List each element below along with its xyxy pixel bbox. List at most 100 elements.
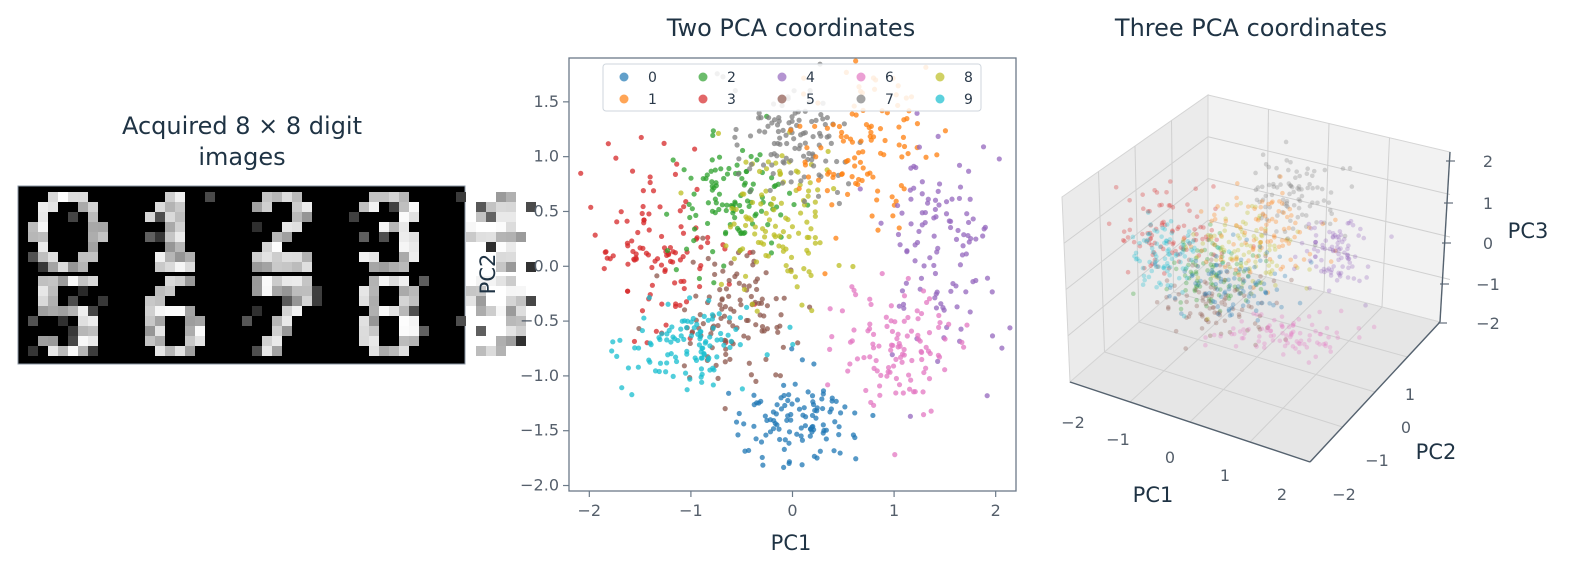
y-axis-label-3d: PC2 — [1416, 440, 1457, 464]
point-9 — [739, 386, 745, 392]
point-1 — [856, 176, 862, 183]
point3d-7 — [1303, 213, 1309, 218]
point-7 — [783, 155, 789, 161]
point-4 — [955, 227, 961, 234]
point-8 — [761, 234, 768, 240]
point3d-1 — [1307, 251, 1313, 257]
point-0 — [758, 439, 765, 445]
point3d-2 — [1172, 260, 1177, 266]
point-6 — [920, 412, 927, 418]
point-3 — [681, 285, 687, 292]
point3d-0 — [1195, 282, 1201, 288]
point-6 — [867, 296, 873, 302]
point3d-7 — [1282, 201, 1287, 207]
point3d-6 — [1268, 328, 1273, 334]
point-4 — [919, 179, 925, 185]
point3d-8 — [1253, 204, 1258, 210]
point3d-9 — [1169, 230, 1175, 236]
point-0 — [809, 412, 816, 419]
point3d-1 — [1272, 234, 1277, 240]
point-0 — [760, 462, 766, 468]
point-7 — [765, 123, 771, 129]
point-3 — [696, 283, 703, 290]
point-4 — [894, 202, 901, 209]
point3d-3 — [1184, 247, 1189, 253]
point3d-2 — [1183, 288, 1188, 293]
y-tick-label: −0.5 — [520, 311, 559, 330]
point3d-1 — [1284, 214, 1290, 220]
point3d-5 — [1190, 263, 1195, 268]
point3d-1 — [1208, 234, 1214, 240]
point3d-9 — [1164, 241, 1169, 246]
point-0 — [781, 446, 787, 453]
point-9 — [678, 326, 684, 332]
point3d-2 — [1186, 262, 1191, 268]
point3d-5 — [1154, 299, 1160, 305]
point3d-3 — [1171, 240, 1176, 245]
point-8 — [755, 239, 761, 246]
point-2 — [791, 201, 797, 208]
y-tick-label: −1.0 — [520, 366, 559, 385]
point3d-0 — [1189, 273, 1195, 279]
point3d-2 — [1256, 253, 1261, 259]
point3d-4 — [1345, 252, 1350, 258]
point-4 — [965, 232, 971, 239]
point3d-5 — [1213, 320, 1219, 326]
point3d-8 — [1229, 256, 1235, 261]
legend-label-1: 1 — [648, 92, 657, 108]
point3d-8 — [1253, 259, 1258, 265]
point3d-4 — [1357, 278, 1362, 284]
point-4 — [935, 245, 941, 251]
point3d-9 — [1160, 225, 1165, 231]
point3d-9 — [1184, 265, 1189, 271]
point3d-4 — [1341, 236, 1347, 242]
point3d-9 — [1166, 247, 1172, 252]
point3d-8 — [1219, 234, 1225, 240]
point-5 — [728, 260, 734, 266]
point3d-8 — [1246, 250, 1252, 255]
point3d-5 — [1206, 319, 1211, 325]
point-6 — [884, 323, 890, 329]
point-7 — [747, 188, 753, 194]
point-9 — [668, 339, 674, 345]
point-0 — [832, 419, 838, 425]
point-6 — [899, 351, 906, 357]
point3d-7 — [1263, 231, 1268, 236]
point3d-8 — [1257, 213, 1263, 219]
x-tick-label-3d: −1 — [1106, 430, 1130, 449]
point3d-4 — [1358, 226, 1363, 232]
point3d-2 — [1217, 230, 1223, 236]
point3d-5 — [1207, 333, 1213, 339]
x-tick-label-3d: 2 — [1277, 485, 1287, 504]
point-7 — [806, 150, 812, 157]
point-6 — [893, 390, 899, 396]
point3d-0 — [1263, 290, 1269, 296]
point3d-8 — [1258, 239, 1263, 245]
grid-line — [1207, 178, 1451, 238]
point3d-5 — [1232, 288, 1238, 293]
point3d-0 — [1177, 251, 1183, 257]
point-7 — [734, 142, 740, 148]
point3d-8 — [1307, 267, 1312, 272]
point-2 — [704, 220, 711, 227]
point-8 — [770, 196, 777, 202]
point3d-0 — [1206, 271, 1212, 277]
point-0 — [836, 424, 842, 430]
point-7 — [775, 128, 782, 135]
legend-marker-0 — [619, 72, 629, 82]
point3d-5 — [1239, 307, 1245, 312]
point-5 — [723, 351, 729, 357]
point-5 — [780, 344, 786, 350]
point3d-3 — [1181, 235, 1187, 241]
point-7 — [762, 129, 768, 135]
point3d-8 — [1232, 249, 1237, 254]
point-0 — [823, 436, 829, 442]
point3d-6 — [1261, 345, 1267, 350]
point3d-1 — [1280, 264, 1286, 270]
point3d-5 — [1230, 306, 1236, 312]
point-1 — [830, 174, 836, 180]
point3d-8 — [1234, 254, 1239, 260]
point3d-4 — [1336, 247, 1342, 252]
point-3 — [654, 256, 661, 262]
